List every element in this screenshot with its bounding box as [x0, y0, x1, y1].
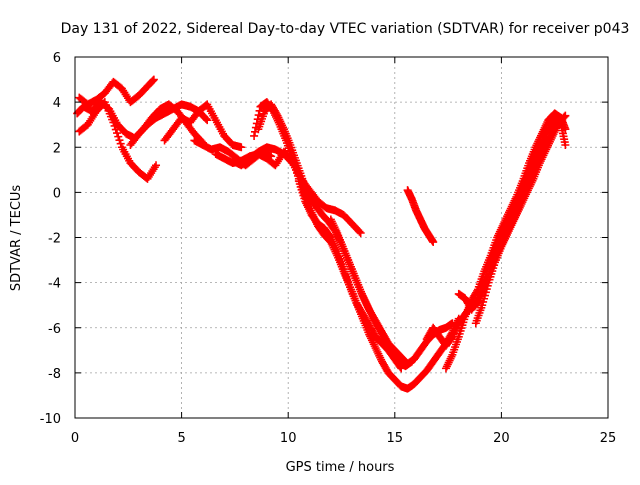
chart-title: Day 131 of 2022, Sidereal Day-to-day VTE… [61, 21, 630, 37]
data-point-series-1 [148, 76, 157, 85]
y-tick-label: -6 [48, 322, 61, 337]
x-tick-label: 10 [280, 431, 297, 446]
data-point-series-3 [113, 129, 122, 138]
x-tick-label: 5 [177, 431, 185, 446]
y-tick-label: -4 [48, 277, 61, 292]
data-point-series-3 [109, 118, 118, 127]
data-point-series-4 [201, 114, 210, 123]
y-tick-label: -8 [48, 367, 61, 382]
data-point-series-10 [272, 110, 281, 119]
y-tick-label: -2 [48, 232, 61, 247]
data-point-series-8 [356, 228, 365, 237]
data-point-series-3 [111, 125, 120, 134]
y-tick-label: -10 [40, 412, 61, 427]
y-axis-label: SDTVAR / TECUs [9, 185, 24, 292]
x-tick-label: 20 [493, 431, 510, 446]
data-point-series-13 [429, 238, 438, 247]
x-tick-label: 15 [387, 431, 404, 446]
y-tick-label: 4 [53, 96, 61, 111]
data-point-series-1 [149, 75, 158, 84]
y-tick-label: 0 [53, 186, 61, 201]
y-tick-label: 6 [53, 51, 61, 66]
data-point-series-17 [561, 111, 570, 120]
data-point-series-8 [355, 227, 364, 236]
data-point-series-3 [116, 139, 125, 148]
x-axis-label: GPS time / hours [286, 460, 395, 475]
data-point-series-3 [152, 161, 161, 170]
data-point-series-3 [115, 136, 124, 145]
data-point-series-4 [203, 116, 212, 125]
x-tick-label: 25 [600, 431, 617, 446]
data-point-series-16 [561, 140, 570, 149]
data-point-series-5 [237, 143, 246, 152]
data-points [73, 75, 570, 393]
data-point-series-3 [110, 121, 119, 130]
data-point-series-3 [114, 132, 123, 141]
x-tick-label: 0 [71, 431, 79, 446]
axis-ticks: 0 5 10 15 20 25 -10 -8 -6 -4 -2 0 2 4 6 [40, 51, 617, 446]
data-point-series-17 [560, 112, 569, 121]
data-point-series-9 [250, 131, 259, 140]
y-tick-label: 2 [53, 141, 61, 156]
